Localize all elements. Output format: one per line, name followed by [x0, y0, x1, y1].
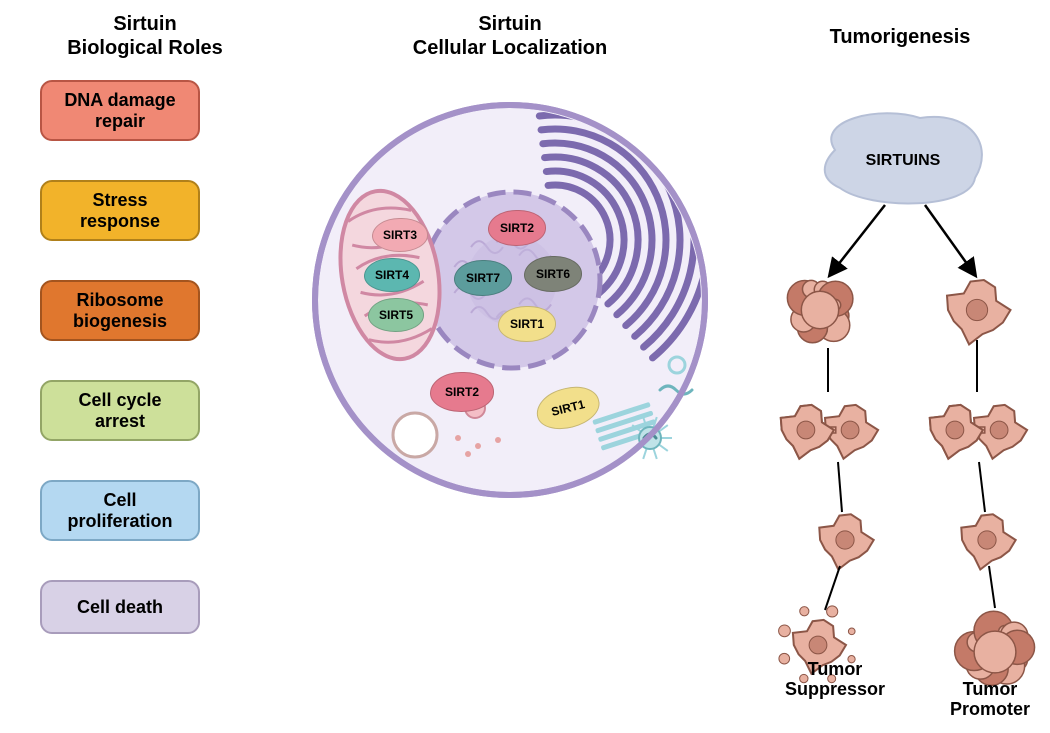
svg-text:SIRTUINS: SIRTUINS [866, 152, 941, 169]
role-box: Cell cyclearrest [40, 380, 200, 441]
sirt-blob: SIRT6 [524, 256, 582, 292]
sirt-blob: SIRT5 [368, 298, 424, 332]
sirt-blob: SIRT2 [488, 210, 546, 246]
title-localization: Sirtuin Cellular Localization [380, 12, 640, 60]
cell-diagram [300, 90, 720, 510]
label-suppressor: Tumor Suppressor [770, 660, 900, 700]
label-promoter: Tumor Promoter [935, 680, 1045, 720]
role-box: Cell death [40, 580, 200, 634]
title-roles: Sirtuin Biological Roles [60, 12, 230, 60]
sirt-blob: SIRT2 [430, 372, 494, 412]
role-box: Cellproliferation [40, 480, 200, 541]
role-box: Ribosomebiogenesis [40, 280, 200, 341]
sirt-blob: SIRT7 [454, 260, 512, 296]
tumorigenesis-diagram: SIRTUINS [720, 100, 1050, 720]
role-box: DNA damagerepair [40, 80, 200, 141]
sirt-blob: SIRT3 [372, 218, 428, 252]
role-box: Stressresponse [40, 180, 200, 241]
sirt-blob: SIRT4 [364, 258, 420, 292]
sirt-blob: SIRT1 [498, 306, 556, 342]
title-tumorigenesis: Tumorigenesis [800, 25, 1000, 49]
